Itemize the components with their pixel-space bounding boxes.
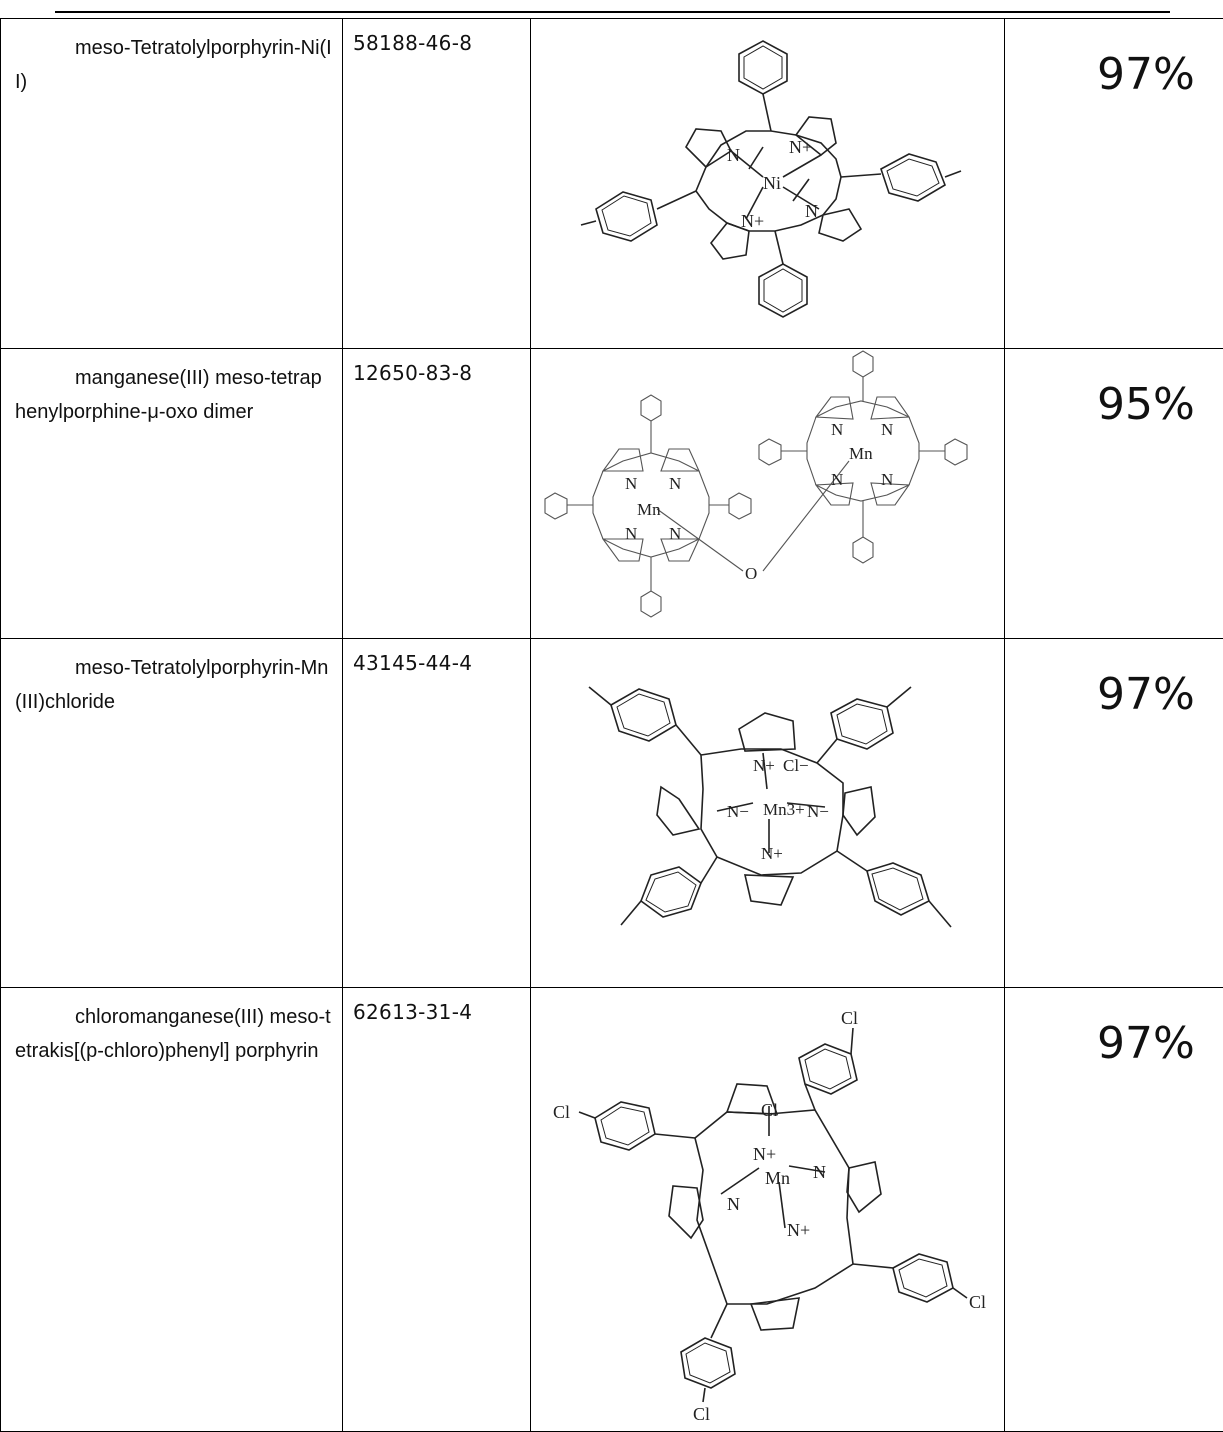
atom-label: N− bbox=[727, 802, 749, 821]
atom-label: N bbox=[831, 420, 843, 439]
atom-label: N bbox=[625, 524, 637, 543]
cas-cell: 43145-44-4 bbox=[343, 639, 531, 988]
atom-label: N bbox=[881, 420, 893, 439]
cas-number: 62613-31-4 bbox=[343, 988, 530, 1024]
mn-oxo-dimer-structure-icon: N N Mn N N O N N Mn N N bbox=[531, 349, 1005, 638]
ni-tetratolylporphyrin-structure-icon: N N+ Ni N+ N bbox=[531, 19, 1005, 348]
name-cell: manganese(III) meso-tetraphenylporphine-… bbox=[1, 349, 343, 639]
table-row: chloromanganese(III) meso-tetrakis[(p-ch… bbox=[1, 988, 1223, 1432]
atom-label: N+ bbox=[741, 211, 764, 231]
table-row: meso-Tetratolylporphyrin-Ni(II) 58188-46… bbox=[1, 19, 1223, 349]
atom-label: N bbox=[727, 145, 740, 165]
cas-cell: 58188-46-8 bbox=[343, 19, 531, 349]
product-name: manganese(III) meso-tetraphenylporphine-… bbox=[1, 349, 342, 429]
name-cell: chloromanganese(III) meso-tetrakis[(p-ch… bbox=[1, 988, 343, 1432]
table-row: manganese(III) meso-tetraphenylporphine-… bbox=[1, 349, 1223, 639]
product-name: meso-Tetratolylporphyrin-Ni(II) bbox=[1, 19, 342, 99]
atom-label: Mn3+ bbox=[763, 800, 805, 819]
purity-cell: 97% bbox=[1005, 988, 1223, 1432]
atom-label: Mn bbox=[849, 444, 873, 463]
atom-label: N bbox=[813, 1162, 826, 1182]
atom-label: Cl bbox=[841, 1008, 858, 1028]
atom-label: Mn bbox=[765, 1168, 790, 1188]
purity-value: 97% bbox=[1005, 639, 1223, 720]
atom-label: Cl bbox=[969, 1292, 986, 1312]
structure-cell: N N+ Ni N+ N bbox=[531, 19, 1005, 349]
atom-label: N bbox=[831, 470, 843, 489]
cas-number: 58188-46-8 bbox=[343, 19, 530, 55]
cas-number: 43145-44-4 bbox=[343, 639, 530, 675]
atom-label: Cl bbox=[693, 1404, 710, 1424]
atom-label: N+ bbox=[761, 844, 783, 863]
atom-label: O bbox=[745, 564, 757, 583]
purity-value: 95% bbox=[1005, 349, 1223, 430]
atom-label: Cl− bbox=[783, 756, 809, 775]
atom-label: Mn bbox=[637, 500, 661, 519]
atom-label: Ni bbox=[763, 173, 781, 193]
atom-label: Cl bbox=[553, 1102, 570, 1122]
structure-cell: N N Mn N N O N N Mn N N bbox=[531, 349, 1005, 639]
purity-cell: 97% bbox=[1005, 19, 1223, 349]
purity-cell: 97% bbox=[1005, 639, 1223, 988]
cas-number: 12650-83-8 bbox=[343, 349, 530, 385]
product-table: meso-Tetratolylporphyrin-Ni(II) 58188-46… bbox=[0, 18, 1223, 1432]
structure-cell: N+ Cl− N− Mn3+ N− N+ bbox=[531, 639, 1005, 988]
atom-label: N bbox=[805, 201, 818, 221]
name-cell: meso-Tetratolylporphyrin-Ni(II) bbox=[1, 19, 343, 349]
atom-label: N bbox=[625, 474, 637, 493]
product-name: meso-Tetratolylporphyrin-Mn(III)chloride bbox=[1, 639, 342, 719]
purity-cell: 95% bbox=[1005, 349, 1223, 639]
atom-label: Cl bbox=[761, 1100, 778, 1120]
mn-chloride-tetratolylporphyrin-structure-icon: N+ Cl− N− Mn3+ N− N+ bbox=[531, 639, 1005, 987]
atom-label: N bbox=[669, 474, 681, 493]
atom-label: N bbox=[727, 1194, 740, 1214]
cas-cell: 62613-31-4 bbox=[343, 988, 531, 1432]
atom-label: N bbox=[669, 524, 681, 543]
purity-value: 97% bbox=[1005, 988, 1223, 1069]
purity-value: 97% bbox=[1005, 19, 1223, 100]
atom-label: N+ bbox=[787, 1220, 810, 1240]
atom-label: N+ bbox=[789, 137, 812, 157]
atom-label: N+ bbox=[753, 756, 775, 775]
name-cell: meso-Tetratolylporphyrin-Mn(III)chloride bbox=[1, 639, 343, 988]
atom-label: N− bbox=[807, 802, 829, 821]
atom-label: N bbox=[881, 470, 893, 489]
structure-cell: Cl Cl Cl N+ Mn N N N+ Cl Cl bbox=[531, 988, 1005, 1432]
table-row: meso-Tetratolylporphyrin-Mn(III)chloride… bbox=[1, 639, 1223, 988]
product-name: chloromanganese(III) meso-tetrakis[(p-ch… bbox=[1, 988, 342, 1068]
top-rule bbox=[55, 11, 1170, 13]
cas-cell: 12650-83-8 bbox=[343, 349, 531, 639]
atom-label: N+ bbox=[753, 1144, 776, 1164]
mn-tetrachlorophenylporphyrin-structure-icon: Cl Cl Cl N+ Mn N N N+ Cl Cl bbox=[531, 988, 1005, 1431]
